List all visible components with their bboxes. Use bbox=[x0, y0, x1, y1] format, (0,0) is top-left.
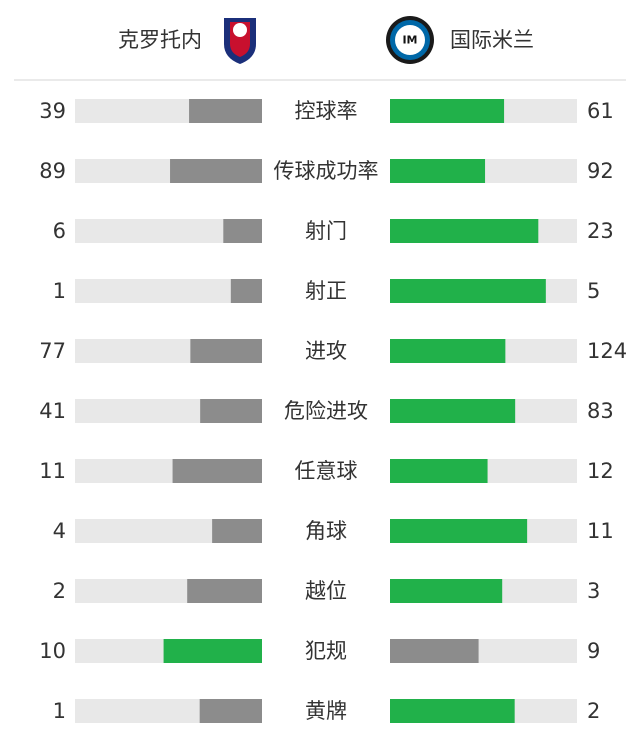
away-value: 12 bbox=[587, 459, 614, 483]
stat-label: 角球 bbox=[305, 519, 347, 543]
away-bar bbox=[390, 339, 506, 363]
home-bar bbox=[170, 159, 262, 183]
home-value: 10 bbox=[39, 639, 66, 663]
home-value: 77 bbox=[39, 339, 66, 363]
away-bar bbox=[390, 459, 488, 483]
home-value: 2 bbox=[53, 579, 66, 603]
home-bar bbox=[212, 519, 262, 543]
away-value: 83 bbox=[587, 399, 614, 423]
away-team: 国际米兰 bbox=[450, 28, 534, 52]
away-bar bbox=[390, 579, 503, 603]
home-value: 1 bbox=[53, 279, 66, 303]
stat-label: 射门 bbox=[305, 219, 347, 243]
home-bar bbox=[200, 399, 262, 423]
away-bar bbox=[390, 519, 528, 543]
away-value: 5 bbox=[587, 279, 600, 303]
stat-label: 传球成功率 bbox=[274, 159, 379, 183]
home-bar bbox=[223, 219, 262, 243]
stat-label: 越位 bbox=[305, 579, 347, 603]
home-bar bbox=[163, 639, 262, 663]
away-bar bbox=[390, 279, 546, 303]
home-bar bbox=[172, 459, 262, 483]
stat-label: 任意球 bbox=[295, 459, 358, 483]
home-value: 89 bbox=[39, 159, 66, 183]
away-value: 92 bbox=[587, 159, 614, 183]
away-value: 61 bbox=[587, 99, 614, 123]
away-bar bbox=[390, 399, 516, 423]
home-logo bbox=[224, 18, 256, 64]
away-bar bbox=[390, 99, 505, 123]
home-value: 1 bbox=[53, 699, 66, 723]
stat-label: 进攻 bbox=[305, 339, 347, 363]
home-bar bbox=[189, 99, 262, 123]
stat-label: 黄牌 bbox=[305, 699, 347, 723]
away-value: 11 bbox=[587, 519, 614, 543]
home-value: 4 bbox=[53, 519, 66, 543]
home-value: 11 bbox=[39, 459, 66, 483]
away-bar bbox=[390, 639, 479, 663]
away-value: 2 bbox=[587, 699, 600, 723]
home-bar bbox=[187, 579, 262, 603]
home-value: 6 bbox=[53, 219, 66, 243]
away-logo: IM bbox=[386, 16, 434, 64]
home-bar bbox=[190, 339, 262, 363]
away-value: 124 bbox=[587, 339, 627, 363]
home-bar bbox=[230, 279, 262, 303]
away-bar bbox=[390, 699, 515, 723]
svg-text:IM: IM bbox=[402, 34, 417, 47]
home-team: 克罗托内 bbox=[118, 28, 202, 52]
home-value: 41 bbox=[39, 399, 66, 423]
away-value: 23 bbox=[587, 219, 614, 243]
away-bar bbox=[390, 159, 486, 183]
home-bar bbox=[199, 699, 262, 723]
stat-label: 危险进攻 bbox=[284, 399, 368, 423]
away-bar bbox=[390, 219, 539, 243]
stat-label: 射正 bbox=[305, 279, 347, 303]
stat-label: 控球率 bbox=[295, 99, 358, 123]
stat-label: 犯规 bbox=[305, 639, 347, 663]
home-value: 39 bbox=[39, 99, 66, 123]
away-value: 9 bbox=[587, 639, 600, 663]
away-value: 3 bbox=[587, 579, 600, 603]
